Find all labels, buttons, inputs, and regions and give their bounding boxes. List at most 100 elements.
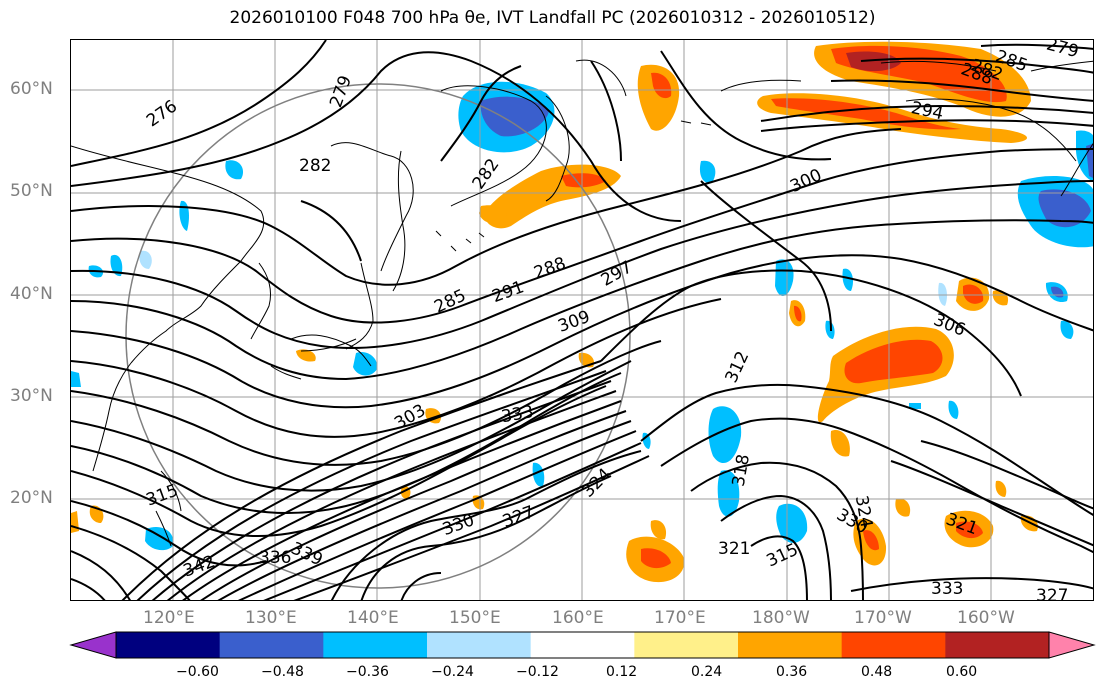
negative-anomaly [775, 259, 794, 297]
lon-label-160w: 160°W [957, 608, 1015, 628]
contour-label: 282 [299, 156, 331, 176]
colorbar-tick: 0.12 [606, 664, 638, 680]
negative-anomaly [1038, 189, 1091, 228]
colorbar-cell [841, 632, 946, 658]
colorbar-tick: −0.48 [261, 664, 304, 680]
colorbar-cell [945, 632, 1050, 658]
lon-label-170e: 170°E [654, 608, 706, 628]
positive-anomaly [71, 511, 79, 533]
positive-anomaly [844, 339, 943, 384]
contour-labels: 276 279 282 282 285 288 291 294 297 300 … [143, 40, 1081, 601]
colorbar-tick: 0.60 [946, 664, 978, 680]
contour-label: 339 [288, 539, 326, 571]
positive-anomaly [956, 521, 983, 539]
contour-label: 318 [729, 453, 754, 488]
lat-label-20n: 20°N [10, 488, 53, 508]
colorbar-cell [323, 632, 428, 658]
negative-anomaly [480, 96, 549, 137]
colorbar-cells [116, 632, 1050, 658]
positive-anomaly [641, 548, 671, 569]
lon-label-140e: 140°E [347, 608, 399, 628]
lat-label-60n: 60°N [10, 79, 53, 99]
lon-label-170w: 170°W [854, 608, 912, 628]
colorbar-cell [427, 632, 532, 658]
lon-label-130e: 130°E [245, 608, 297, 628]
contour-label: 342 [181, 552, 218, 582]
colorbar-right-arrow [1048, 631, 1096, 659]
contour-label: 291 [489, 277, 526, 307]
negative-anomaly [776, 503, 808, 543]
negative-anomaly [842, 268, 854, 291]
negative-anomaly [532, 462, 545, 487]
colorbar-tick: 0.48 [861, 664, 893, 680]
negative-anomaly [179, 200, 189, 231]
negative-anomaly [71, 371, 81, 387]
lat-label-40n: 40°N [10, 284, 53, 304]
landfall-region-circle [125, 83, 631, 589]
contour-label: 327 [1036, 586, 1068, 601]
contour-label: 279 [326, 73, 356, 110]
negative-anomaly [642, 432, 651, 449]
positive-anomaly [561, 173, 606, 188]
negative-anomaly [938, 282, 947, 306]
positive-anomaly [846, 51, 901, 72]
theta-e-contours [71, 40, 1093, 600]
contour-label: 276 [143, 96, 181, 131]
colorbar-cell [219, 632, 324, 658]
contour-label: 279 [1044, 40, 1081, 62]
colorbar-tick: −0.12 [516, 664, 559, 680]
colorbar-tick: 0.36 [776, 664, 808, 680]
colorbar-tick: −0.24 [431, 664, 474, 680]
lon-label-180w: 180°W [752, 608, 810, 628]
negative-anomaly [139, 250, 152, 269]
positive-anomaly [479, 205, 507, 224]
colorbar-tick: 0.24 [691, 664, 723, 680]
colorbar-tick: −0.36 [346, 664, 389, 680]
positive-anomaly [895, 498, 911, 517]
negative-anomaly [353, 351, 378, 376]
map-canvas: 276 279 282 282 285 288 291 294 297 300 … [71, 40, 1093, 601]
negative-anomaly [699, 160, 716, 183]
contour-label: 288 [531, 254, 568, 284]
negative-anomaly [708, 406, 742, 464]
colorbar-cell [634, 632, 739, 658]
positive-anomaly [830, 430, 850, 457]
positive-anomaly [863, 530, 879, 551]
colorbar-cell [116, 632, 221, 658]
negative-anomaly [110, 254, 123, 277]
positive-anomaly [296, 349, 316, 362]
contour-label: 300 [787, 165, 825, 197]
colorbar-cell [530, 632, 635, 658]
lon-label-160e: 160°E [552, 608, 604, 628]
contour-label: 333 [931, 579, 963, 599]
contour-label: 312 [722, 348, 754, 386]
negative-anomaly [948, 400, 959, 419]
contour-label: 336 [259, 548, 291, 568]
negative-anomaly [909, 403, 921, 409]
negative-anomaly [717, 470, 740, 517]
contour-label: 315 [143, 481, 180, 511]
colorbar-cell [738, 632, 843, 658]
colorbar [69, 631, 1096, 659]
colorbar-left-arrow [69, 631, 117, 659]
contour-label: 282 [469, 155, 504, 193]
lon-label-120e: 120°E [143, 608, 195, 628]
colorbar-tick: −0.60 [176, 664, 219, 680]
negative-anomaly [825, 320, 835, 339]
contour-label: 321 [718, 539, 750, 559]
colorbar-outline [115, 631, 1050, 659]
positive-anomaly [651, 72, 672, 99]
contour-label: 330 [440, 510, 477, 540]
lon-label-150e: 150°E [449, 608, 501, 628]
figure-title: 2026010100 F048 700 hPa θe, IVT Landfall… [229, 8, 876, 28]
positive-anomaly [650, 520, 667, 540]
contour-label: 285 [431, 286, 469, 318]
map-panel: 276 279 282 282 285 288 291 294 297 300 … [70, 39, 1094, 601]
lat-label-50n: 50°N [10, 181, 53, 201]
positive-anomaly [794, 305, 802, 322]
lat-label-30n: 30°N [10, 386, 53, 406]
negative-anomaly [1060, 320, 1074, 339]
positive-anomaly [637, 64, 680, 131]
positive-anomaly [992, 289, 1009, 306]
positive-anomaly [963, 284, 984, 304]
